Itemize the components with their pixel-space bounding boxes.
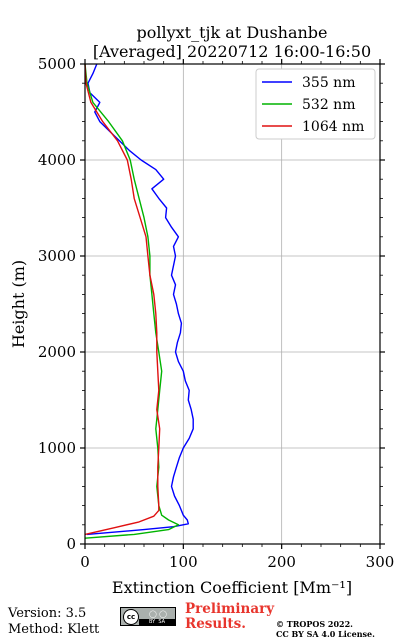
cc-icon: cc — [123, 609, 139, 625]
x-tick-label-0: 0 — [80, 553, 90, 571]
x-axis-label: Extinction Coefficient [Mm⁻¹] — [112, 578, 352, 597]
version-info: Version: 3.5 Method: Klett — [8, 606, 99, 638]
series-line-532-nm — [84, 63, 180, 539]
x-tick-label-300: 300 — [366, 553, 395, 571]
legend: 355 nm 532 nm 1064 nm — [255, 68, 376, 140]
legend-label-355: 355 nm — [302, 75, 355, 91]
preliminary-line2: Results. — [185, 616, 246, 632]
series-line-355-nm — [86, 63, 194, 536]
plot-frame — [84, 63, 381, 545]
data-series — [84, 63, 194, 539]
series-line-1064-nm — [84, 63, 161, 536]
chart-title-line2: [Averaged] 20220712 16:00-16:50 — [93, 42, 371, 61]
y-tick-label-4000: 4000 — [38, 151, 76, 169]
method-text: Method: Klett — [8, 622, 100, 637]
x-tick-label-200: 200 — [267, 553, 296, 571]
cc-license-logo: cc ◯ ◯ BY SA — [120, 607, 176, 626]
by-sa-caption: BY SA — [139, 619, 175, 625]
y-tick-label-1000: 1000 — [38, 439, 76, 457]
x-tick-label-100: 100 — [169, 553, 198, 571]
copyright-line1: © TROPOS 2022. — [276, 619, 353, 629]
y-tick-label-5000: 5000 — [38, 55, 76, 73]
y-tick-label-3000: 3000 — [38, 247, 76, 265]
copyright-line2: CC BY SA 4.0 License. — [276, 629, 375, 639]
version-text: Version: 3.5 — [8, 606, 87, 621]
y-tick-label-2000: 2000 — [38, 343, 76, 361]
legend-label-532: 532 nm — [302, 97, 355, 113]
chart-title-line1: pollyxt_tjk at Dushanbe — [136, 23, 327, 42]
legend-label-1064: 1064 nm — [302, 119, 364, 135]
y-axis-label: Height (m) — [9, 260, 28, 348]
by-sa-icon: ◯ ◯ — [149, 610, 167, 618]
copyright-notice: © TROPOS 2022. CC BY SA 4.0 License. — [276, 619, 375, 639]
legend-box — [255, 68, 376, 140]
y-tick-label-0: 0 — [66, 535, 76, 553]
preliminary-line1: Preliminary — [185, 601, 275, 617]
preliminary-results-note: Preliminary Results. — [185, 602, 274, 632]
